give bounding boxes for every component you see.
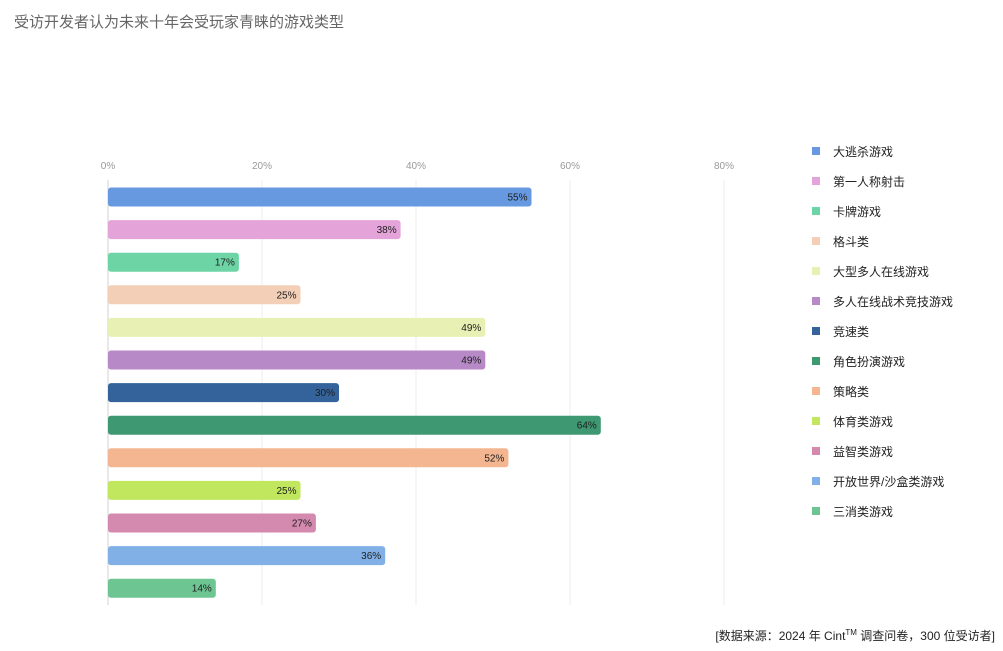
legend-swatch (812, 477, 820, 485)
legend-label: 卡牌游戏 (833, 204, 882, 219)
x-tick-label: 0% (101, 161, 116, 172)
chart-title: 受访开发者认为未来十年会受玩家青睐的游戏类型 (14, 14, 345, 31)
bar-value-label: 25% (276, 486, 296, 497)
legend-item: 多人在线战术竞技游戏 (812, 286, 953, 316)
legend-item: 体育类游戏 (812, 406, 953, 436)
legend-swatch (812, 267, 820, 275)
bar-value-label: 27% (292, 519, 312, 530)
legend: 大逃杀游戏第一人称射击 卡牌游戏格斗类大型多人在线游戏多人在线战术竞技游戏 竞速类角… (812, 136, 953, 526)
legend-item: 益智类游戏 (812, 436, 953, 466)
bar (108, 187, 532, 207)
source-tm: TM (845, 628, 857, 637)
bar (108, 220, 401, 240)
bar (108, 513, 316, 533)
legend-item: 大逃杀游戏 (812, 136, 953, 166)
source-suffix: 调查问卷，300 位受访者] (856, 629, 995, 643)
legend-swatch (812, 177, 820, 185)
bar-value-label: 64% (577, 421, 597, 432)
legend-item: 策略类 (812, 376, 953, 406)
bar (108, 383, 339, 403)
legend-swatch (812, 297, 820, 305)
legend-label: 益智类游戏 (833, 444, 894, 459)
bar-value-label: 14% (192, 584, 212, 595)
bar-value-label: 49% (461, 323, 481, 334)
bar-value-label: 49% (461, 356, 481, 367)
legend-item: 卡牌游戏 (812, 196, 953, 226)
bar (108, 350, 486, 370)
x-tick-label: 20% (252, 161, 272, 172)
legend-label: 第一人称射击 (833, 174, 906, 189)
legend-label: 角色扮演游戏 (833, 354, 906, 369)
legend-label: 多人在线战术竞技游戏 (833, 294, 954, 309)
legend-swatch (812, 357, 820, 365)
legend-swatch (812, 387, 820, 395)
legend-swatch (812, 507, 820, 515)
legend-item: 大型多人在线游戏 (812, 256, 953, 286)
bar (108, 252, 239, 272)
legend-swatch (812, 327, 820, 335)
bar (108, 415, 601, 435)
legend-swatch (812, 147, 820, 155)
legend-item: 开放世界/沙盒类游戏 (812, 466, 953, 496)
legend-label: 大型多人在线游戏 (833, 264, 930, 279)
legend-swatch (812, 417, 820, 425)
x-tick-label: 80% (714, 161, 734, 172)
bar-value-label: 38% (377, 225, 397, 236)
bar (108, 578, 216, 598)
legend-label: 策略类 (833, 384, 870, 399)
legend-label: 开放世界/沙盒类游戏 (833, 474, 945, 489)
bar (108, 480, 301, 500)
legend-swatch (812, 207, 820, 215)
legend-label: 三消类游戏 (833, 504, 894, 519)
legend-swatch (812, 447, 820, 455)
bar-value-label: 17% (215, 258, 235, 269)
legend-label: 格斗类 (833, 234, 870, 249)
bar-value-label: 36% (361, 551, 381, 562)
legend-item: 格斗类 (812, 226, 953, 256)
bar (108, 448, 509, 468)
legend-item: 竞速类 (812, 316, 953, 346)
bar-value-label: 25% (276, 290, 296, 301)
bar (108, 317, 486, 337)
legend-label: 体育类游戏 (833, 414, 894, 429)
x-tick-label: 40% (406, 161, 426, 172)
legend-label: 大逃杀游戏 (833, 144, 894, 159)
legend-swatch (812, 237, 820, 245)
x-tick-label: 60% (560, 161, 580, 172)
legend-item: 第一人称射击 (812, 166, 953, 196)
legend-item: 角色扮演游戏 (812, 346, 953, 376)
bar (108, 546, 386, 566)
source-prefix: [数据来源：2024 年 Cint (715, 629, 846, 643)
bar-value-label: 52% (484, 453, 504, 464)
bar-chart: 0% 20% 40% 60% 80% 55% 38% 17% 25% 49% 49% 30% 64% 52… (101, 161, 734, 605)
legend-item: 三消类游戏 (812, 496, 953, 526)
legend-label: 竞速类 (833, 324, 870, 339)
bar-value-label: 55% (507, 193, 527, 204)
source-note: [数据来源：2024 年 CintTM 调查问卷，300 位受访者] (715, 627, 995, 644)
bar (108, 285, 301, 305)
bar-value-label: 30% (315, 388, 335, 399)
